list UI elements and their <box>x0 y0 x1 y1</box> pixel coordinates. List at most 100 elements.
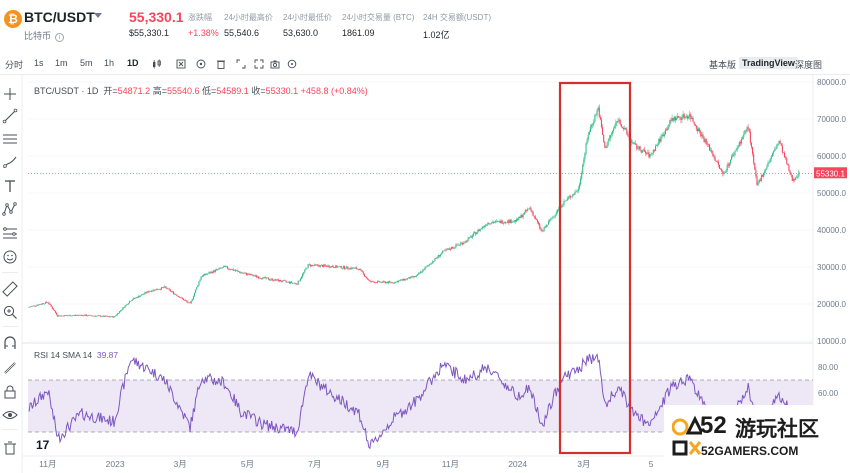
candle-body <box>542 230 544 232</box>
candle-body <box>131 300 133 302</box>
candle-body <box>305 268 307 270</box>
candle-body <box>253 275 255 277</box>
caret-down-icon[interactable] <box>94 13 102 18</box>
candle-body <box>630 139 632 143</box>
candle-body <box>324 264 326 266</box>
horizontal-lines-icon[interactable] <box>2 131 18 147</box>
candle-body <box>652 149 654 154</box>
candle-body <box>360 269 362 271</box>
candle-body <box>756 176 758 185</box>
candle-body <box>669 120 671 126</box>
trash-icon[interactable] <box>2 440 18 456</box>
crosshair-icon[interactable] <box>2 86 18 102</box>
candle-body <box>39 304 41 305</box>
camera-icon[interactable] <box>270 59 280 69</box>
candle-body <box>781 145 783 153</box>
eye-icon[interactable] <box>2 407 18 423</box>
candle-body <box>255 275 257 278</box>
y-tick-label: 10000.0 <box>817 337 846 346</box>
pair-selector[interactable]: BTC/USDT <box>24 9 95 25</box>
fullscreen-icon[interactable] <box>254 59 264 69</box>
settings-icon[interactable] <box>176 59 186 69</box>
pattern-icon[interactable] <box>2 201 18 217</box>
candle-body <box>594 115 596 122</box>
candle-body <box>80 314 82 316</box>
timeframe-1h[interactable]: 1h <box>104 58 115 68</box>
candle-body <box>431 263 433 265</box>
candle-body <box>320 265 322 266</box>
candle-body <box>34 305 36 307</box>
candle-body <box>41 303 43 305</box>
candle-body <box>193 292 196 297</box>
trendline-icon[interactable] <box>2 108 18 124</box>
candle-body <box>206 274 208 275</box>
refresh-icon[interactable] <box>287 59 297 69</box>
forecast-icon[interactable] <box>2 225 18 241</box>
x-tick-label: 2023 <box>106 459 125 469</box>
candle-body <box>94 315 96 317</box>
candle-body <box>227 266 229 269</box>
candle-body <box>713 155 715 158</box>
candle-body <box>391 282 393 284</box>
candle-body <box>56 312 58 315</box>
candles-icon[interactable] <box>152 59 162 69</box>
text-icon[interactable] <box>2 178 18 194</box>
timeframe-1m[interactable]: 1m <box>55 58 68 68</box>
candle-body <box>126 304 128 306</box>
timeframe-5m[interactable]: 5m <box>80 58 93 68</box>
candle-body <box>144 292 146 294</box>
candle-body <box>470 236 472 238</box>
candle-body <box>285 280 287 282</box>
candle-body <box>683 114 685 119</box>
candle-body <box>260 277 262 279</box>
candle-body <box>43 303 46 305</box>
delete-drawings-icon[interactable] <box>216 59 226 69</box>
candle-body <box>613 128 615 132</box>
candle-body <box>575 191 577 193</box>
candle-body <box>546 224 548 226</box>
zoom-icon[interactable] <box>2 304 18 320</box>
candle-body <box>407 277 410 279</box>
candle-body <box>691 117 693 119</box>
candle-body <box>615 122 617 127</box>
fit-icon[interactable] <box>236 59 246 69</box>
legend-close-label: 收= <box>251 86 266 96</box>
pencil-lock-icon[interactable] <box>2 360 18 376</box>
mode-depth[interactable]: 深度图 <box>795 60 823 70</box>
chart-grid <box>28 81 813 342</box>
ticker-header: ₿ BTC/USDT 比特币 i 55,330.1 $55,330.1 涨跌幅 +… <box>0 0 850 48</box>
emoji-icon[interactable] <box>2 249 18 265</box>
candle-body <box>102 315 104 317</box>
candle-body <box>740 139 743 144</box>
candle-body <box>261 278 263 280</box>
candle-body <box>121 309 123 311</box>
ruler-icon[interactable] <box>2 281 18 297</box>
magnet-icon[interactable] <box>2 335 18 351</box>
candle-body <box>264 277 266 279</box>
candle-body <box>378 281 380 282</box>
candle-body <box>694 123 696 126</box>
timeframe-tick[interactable]: 分时 <box>5 60 24 70</box>
mode-basic[interactable]: 基本版 <box>709 60 737 70</box>
candle-body <box>744 130 746 135</box>
candle-body <box>706 143 708 145</box>
candle-body <box>795 177 797 180</box>
candle-body <box>638 146 640 149</box>
lock-icon[interactable] <box>2 384 18 400</box>
candle-body <box>169 289 171 292</box>
timeframe-1d[interactable]: 1D <box>127 58 139 68</box>
stat-label: 24小时最低价 <box>283 13 332 22</box>
candle-body <box>598 107 600 117</box>
timeframe-1s[interactable]: 1s <box>34 58 44 68</box>
candle-body <box>552 216 554 218</box>
indicator-icon[interactable] <box>196 59 206 69</box>
mode-tradingview[interactable]: TradingView <box>739 57 798 69</box>
candle-body <box>573 194 575 195</box>
candle-body <box>186 300 188 302</box>
watermark-text: 游玩社区 <box>735 418 819 441</box>
legend-symbol: BTC/USDT · 1D <box>34 86 99 96</box>
candle-body <box>347 266 349 269</box>
info-icon[interactable]: i <box>55 33 65 42</box>
brush-icon[interactable] <box>2 154 18 170</box>
